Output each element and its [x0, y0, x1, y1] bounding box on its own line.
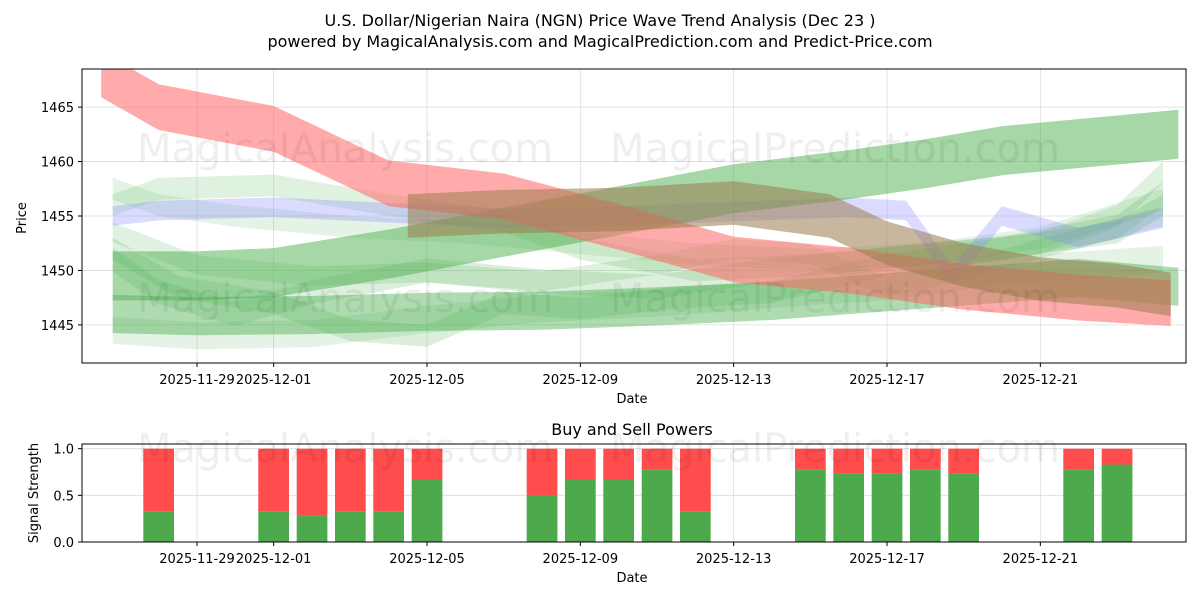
- price-y-tick-label: 1445: [41, 319, 74, 334]
- price-x-axis-label: Date: [616, 392, 647, 407]
- signal-y-tick-label: 0.0: [53, 536, 74, 551]
- price-y-tick-label: 1460: [41, 156, 74, 171]
- buy-power-bar: [411, 479, 443, 542]
- price-x-tick-label: 2025-12-05: [389, 373, 465, 388]
- sell-power-bar: [526, 448, 558, 496]
- buy-power-bar: [296, 515, 328, 542]
- buy-power-bar: [680, 511, 711, 542]
- buy-power-bar: [258, 511, 289, 542]
- signal-watermarks: MagicalAnalysis.com MagicalPrediction.co…: [137, 426, 1060, 472]
- sell-power-bar: [1063, 448, 1094, 470]
- buy-power-bar: [373, 511, 404, 542]
- price-panel: MagicalAnalysis.com MagicalPrediction.co…: [15, 68, 1187, 407]
- price-y-tick-label: 1465: [41, 101, 74, 116]
- signal-panel: Buy and Sell Powers MagicalAnalysis.com …: [27, 420, 1187, 586]
- sell-power-bar: [603, 448, 634, 480]
- watermark-prediction-bottom: MagicalPrediction.com: [610, 426, 1060, 472]
- signal-y-tick-label: 1.0: [53, 443, 74, 458]
- price-y-tick-label: 1455: [41, 210, 74, 225]
- wave-band-blue-wave: [112, 197, 1164, 286]
- price-x-tick-label: 2025-12-01: [236, 373, 312, 388]
- sell-power-bar: [1101, 448, 1133, 465]
- sell-power-bar: [910, 448, 941, 470]
- sell-power-bar: [795, 448, 826, 470]
- sell-power-bar: [258, 448, 289, 512]
- wave-band-brown-overlap-wave: [407, 181, 1171, 317]
- watermark-analysis-mid: MagicalAnalysis.com: [137, 276, 553, 322]
- watermark-prediction-top: MagicalPrediction.com: [610, 126, 1060, 172]
- buy-power-bar: [603, 479, 634, 542]
- price-x-tick-label: 2025-12-17: [849, 373, 925, 388]
- buy-power-bar: [910, 469, 941, 542]
- signal-x-tick-label: 2025-12-13: [696, 552, 772, 567]
- watermark-analysis-top: MagicalAnalysis.com: [137, 126, 553, 172]
- sell-power-bar: [373, 448, 404, 512]
- price-y-axis-label: Price: [15, 202, 30, 234]
- buy-power-bar: [871, 473, 903, 542]
- signal-y-axis-label: Signal Strength: [27, 443, 42, 543]
- price-y-tick-label: 1450: [41, 264, 74, 279]
- buy-power-bar: [795, 469, 826, 542]
- buy-power-bar: [335, 511, 366, 542]
- buy-power-bar: [565, 479, 596, 542]
- price-x-tick-label: 2025-12-13: [696, 373, 772, 388]
- signal-y-tick-label: 0.5: [53, 489, 74, 504]
- buy-power-bar: [1101, 464, 1133, 542]
- wave-band-green-light-wave-2: [112, 182, 1164, 326]
- sell-power-bar: [871, 448, 903, 474]
- signal-x-tick-label: 2025-12-21: [1003, 552, 1079, 567]
- sell-power-bar: [948, 448, 979, 474]
- signal-x-axis-label: Date: [616, 571, 647, 586]
- price-watermarks: MagicalAnalysis.com MagicalPrediction.co…: [137, 126, 1060, 322]
- signal-x-tick-label: 2025-11-29: [159, 552, 235, 567]
- buy-power-bar: [833, 473, 864, 542]
- price-x-tick-label: 2025-12-09: [543, 373, 619, 388]
- price-x-tick-label: 2025-11-29: [159, 373, 235, 388]
- sell-power-bar: [335, 448, 366, 512]
- chart-title-line1: U.S. Dollar/Nigerian Naira (NGN) Price W…: [325, 11, 876, 30]
- buy-power-bar: [526, 495, 558, 542]
- signal-x-tick-label: 2025-12-01: [236, 552, 312, 567]
- buy-power-bar: [143, 511, 174, 542]
- signal-x-tick-label: 2025-12-17: [849, 552, 925, 567]
- price-waves: [101, 69, 1179, 350]
- watermark-analysis-bottom: MagicalAnalysis.com: [137, 426, 553, 472]
- signal-plot-frame: [81, 443, 1187, 543]
- sell-power-bar: [411, 448, 443, 480]
- signal-x-tick-label: 2025-12-05: [389, 552, 465, 567]
- sell-power-bar: [680, 448, 711, 512]
- signal-panel-title: Buy and Sell Powers: [551, 420, 713, 439]
- watermark-prediction-mid: MagicalPrediction.com: [610, 276, 1060, 322]
- signal-bars: [143, 448, 1133, 542]
- signal-x-tick-label: 2025-12-09: [543, 552, 619, 567]
- sell-power-bar: [296, 448, 328, 516]
- signal-axes: 2025-11-29 2025-12-01 2025-12-05 2025-12-09…: [53, 443, 1078, 567]
- price-x-tick-label: 2025-12-21: [1003, 373, 1079, 388]
- sell-power-bar: [641, 448, 673, 470]
- sell-power-bar: [565, 448, 596, 480]
- buy-power-bar: [1063, 469, 1094, 542]
- buy-power-bar: [948, 473, 979, 542]
- chart-title-line2: powered by MagicalAnalysis.com and Magic…: [267, 32, 932, 51]
- price-axes: 2025-11-29 2025-12-01 2025-12-05 2025-12-09…: [41, 101, 1078, 388]
- sell-power-bar: [143, 448, 174, 512]
- sell-power-bar: [833, 448, 864, 474]
- buy-power-bar: [641, 469, 673, 542]
